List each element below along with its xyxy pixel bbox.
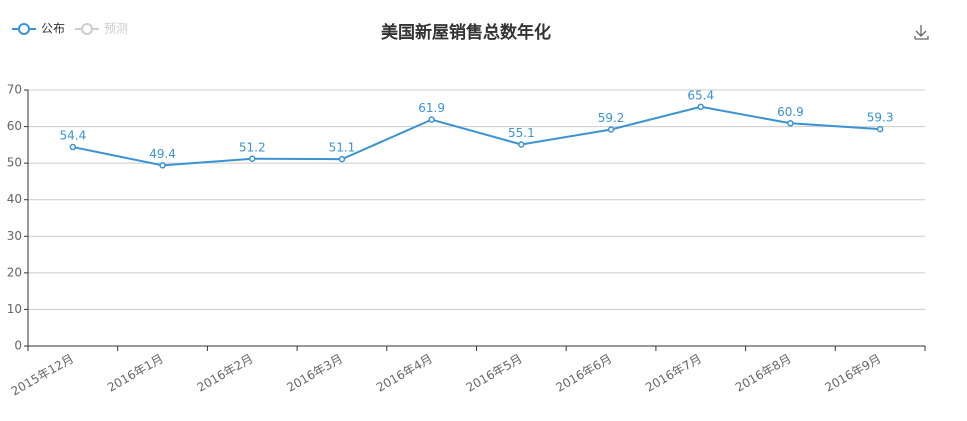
data-label: 59.3 [867,111,894,125]
y-tick-label: 70 [7,83,22,97]
download-icon[interactable] [914,25,929,40]
x-tick-label: 2015年12月 [9,352,76,399]
data-point [428,116,435,123]
y-tick-label: 50 [7,156,22,170]
data-label: 51.1 [329,141,356,155]
legend-label: 预测 [104,22,128,36]
x-tick-label: 2016年9月 [823,352,884,395]
data-point [518,141,525,148]
data-point [697,103,704,111]
x-tick-label: 2016年8月 [733,352,794,395]
x-tick-label: 2016年6月 [553,352,614,395]
y-tick-label: 40 [7,192,22,206]
data-label: 60.9 [777,105,804,119]
data-point [787,120,794,127]
data-label: 59.2 [598,111,625,125]
data-point [876,125,884,133]
x-tick-label: 2016年7月 [643,352,704,395]
data-label: 51.2 [239,140,266,154]
x-tick-label: 2016年5月 [464,352,525,395]
x-tick-label: 2016年1月 [105,352,166,395]
data-label: 55.1 [508,126,535,140]
data-label: 65.4 [687,88,714,102]
legend-symbol [81,23,94,35]
x-tick-label: 2016年3月 [284,352,345,395]
chart-title: 美国新屋销售总数年化 [381,22,551,43]
y-tick-label: 20 [7,265,22,279]
data-point [159,162,166,169]
series-line [72,105,881,167]
data-label: 54.4 [59,129,86,143]
legend-symbol [18,23,30,35]
data-point [338,155,346,163]
y-tick-label: 0 [14,339,22,353]
legend-label: 公布 [41,22,65,36]
x-tick-label: 2016年2月 [195,352,256,395]
data-label: 61.9 [418,101,445,115]
data-point [249,155,256,163]
y-tick-label: 10 [7,302,22,316]
download-glyph[interactable] [914,25,929,40]
data-point [69,143,77,151]
data-label: 49.4 [149,147,176,161]
y-tick-label: 60 [7,119,22,133]
data-point [607,126,615,133]
y-tick-label: 30 [7,229,22,243]
x-tick-label: 2016年4月 [374,352,435,395]
